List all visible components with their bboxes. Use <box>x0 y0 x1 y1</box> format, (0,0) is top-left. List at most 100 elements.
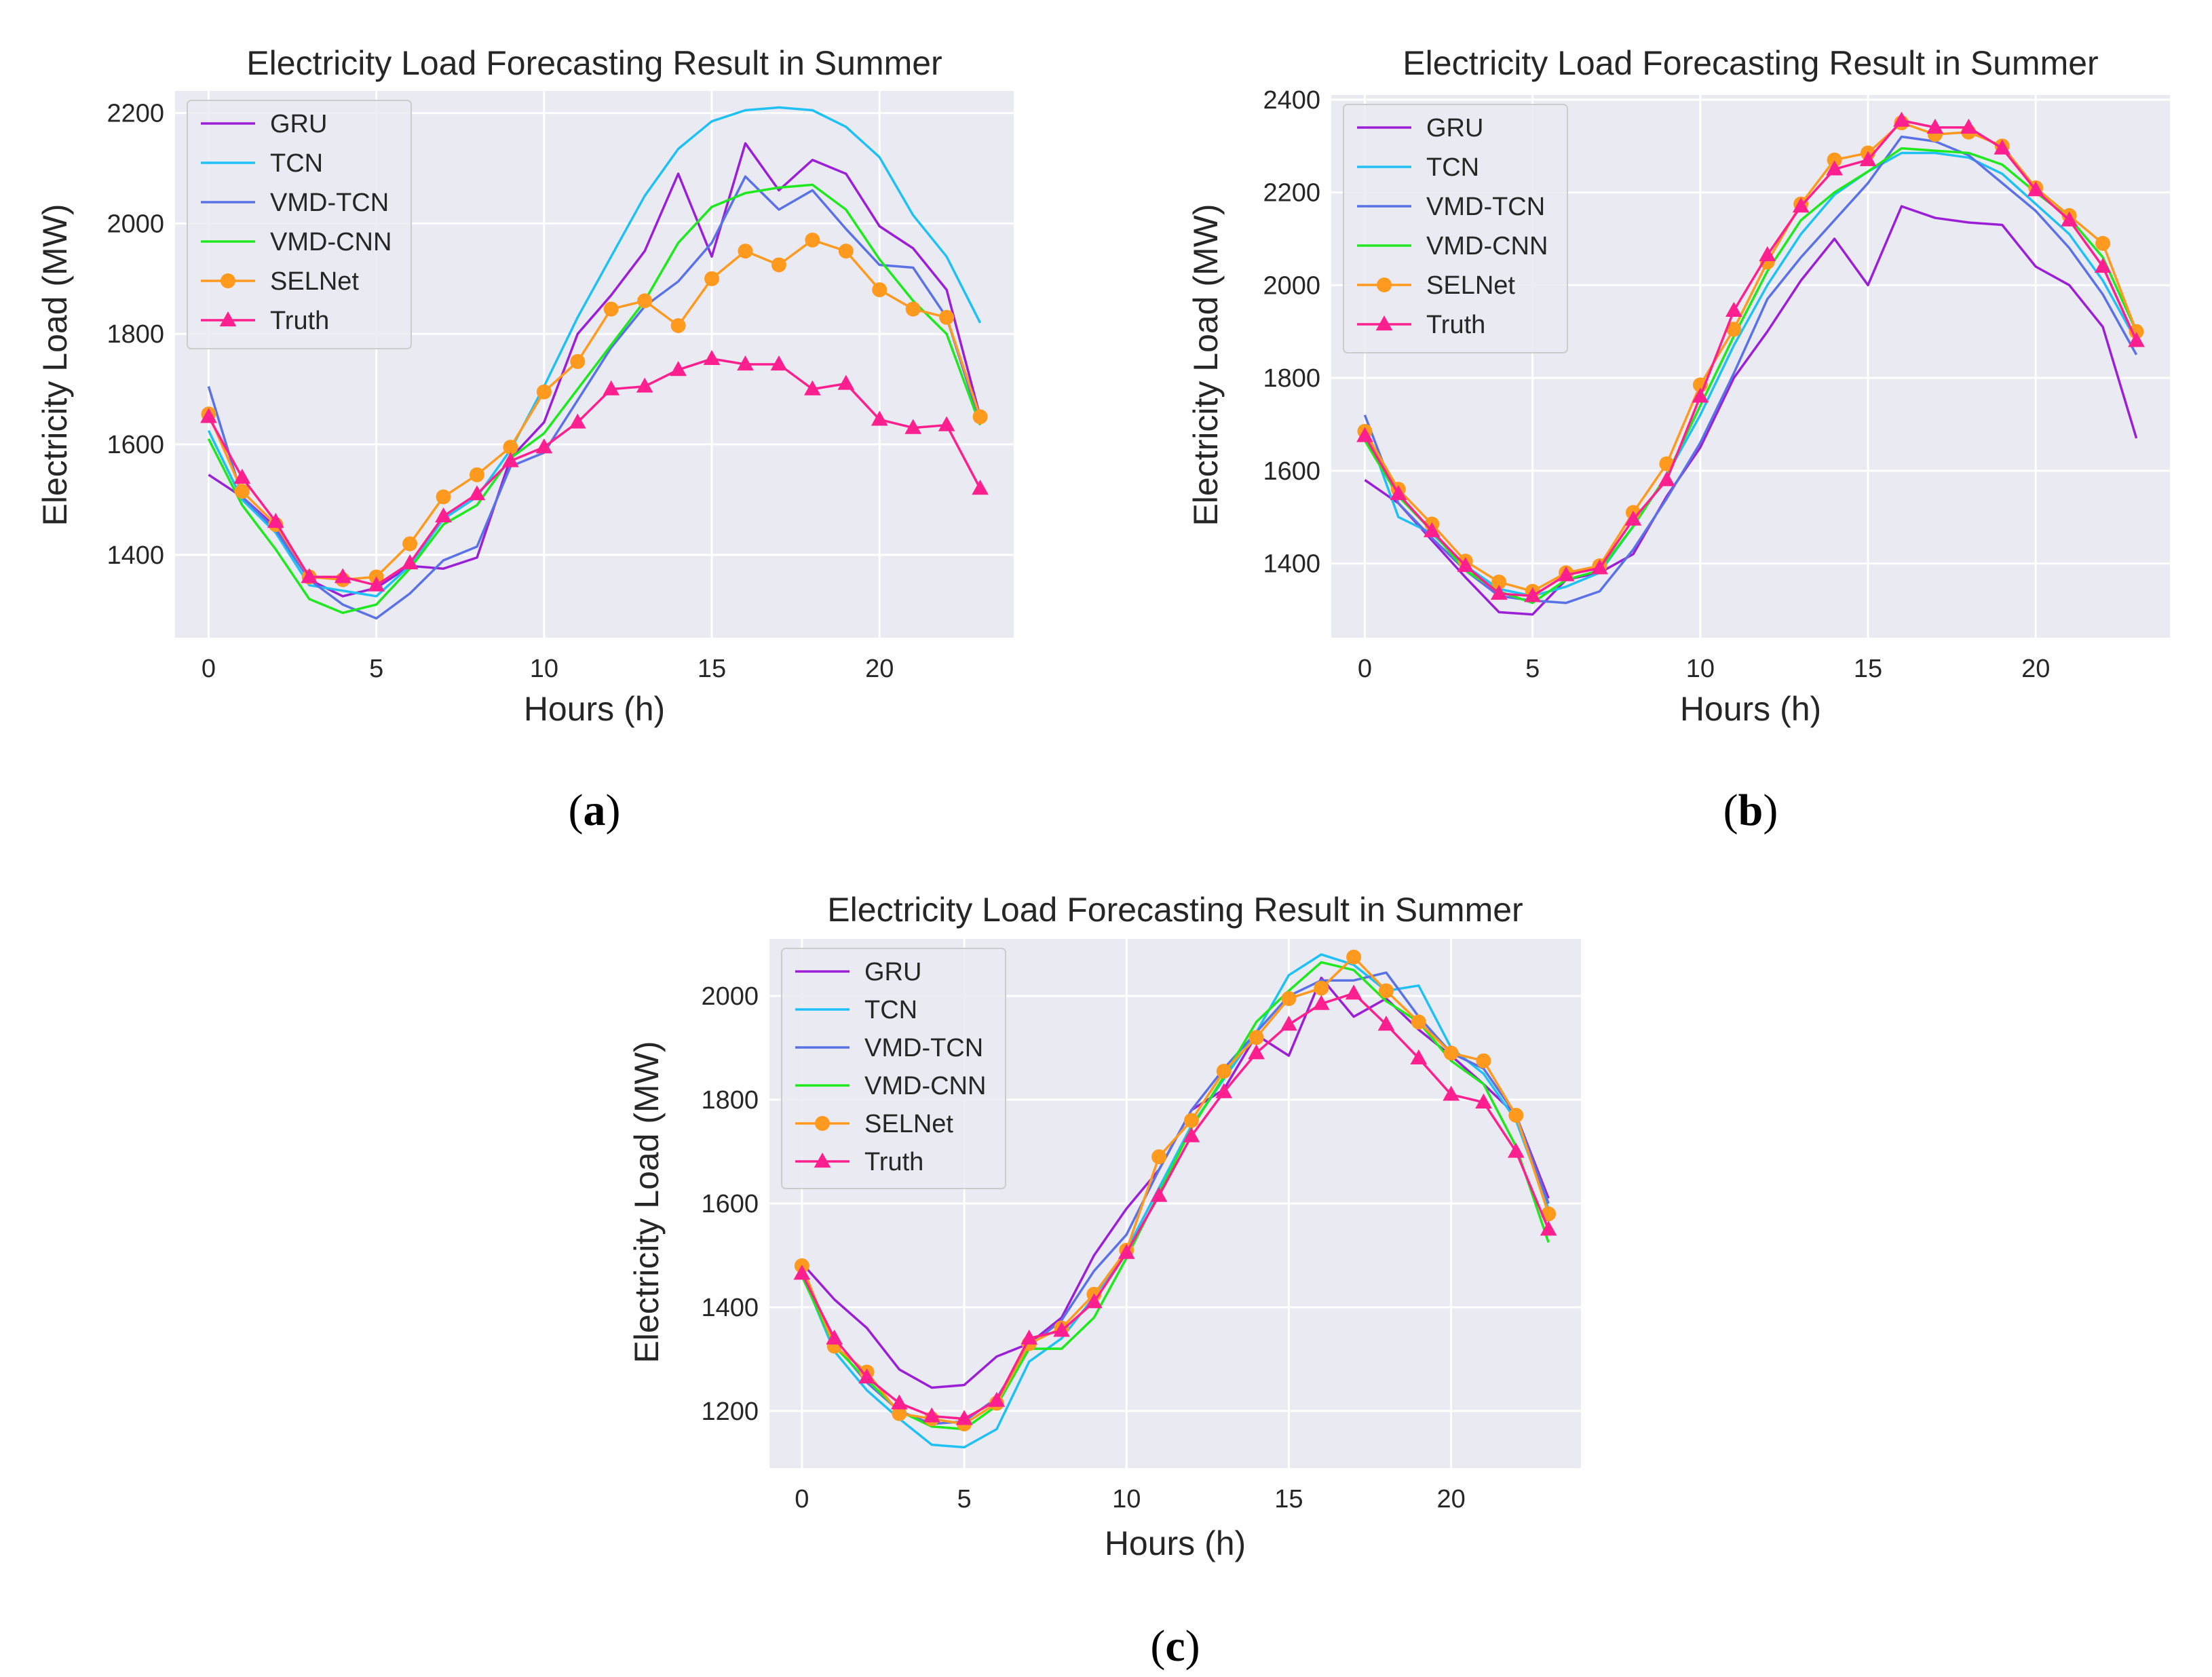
data-point-selnet <box>838 244 854 259</box>
data-point-truth <box>891 1394 908 1410</box>
panel-label: (a) <box>569 786 621 835</box>
data-point-truth <box>2027 181 2044 197</box>
data-point-truth <box>938 416 955 431</box>
series-line-gru <box>1364 205 2138 616</box>
y-tick-label: 1800 <box>107 320 164 349</box>
data-point-truth <box>1118 1244 1135 1259</box>
data-point-truth <box>670 361 687 377</box>
x-axis-label: Hours (h) <box>524 690 665 728</box>
data-point-truth <box>1557 566 1575 581</box>
data-point-truth <box>1540 1220 1557 1236</box>
legend-marker <box>815 1116 830 1131</box>
legend-label: SELNet <box>864 1110 953 1138</box>
data-point-truth <box>1624 510 1642 526</box>
data-point-truth <box>1994 139 2011 155</box>
data-point-truth <box>826 1329 843 1345</box>
data-point-truth <box>603 380 620 396</box>
data-point-truth <box>200 408 217 423</box>
data-point-truth <box>1926 118 1944 134</box>
legend-label: TCN <box>864 996 917 1024</box>
data-point-truth <box>858 1368 875 1384</box>
legend-label: VMD-TCN <box>1426 193 1545 221</box>
data-point-selnet <box>872 282 888 298</box>
data-point-truth <box>1215 1083 1233 1098</box>
legend-label: Truth <box>270 307 329 335</box>
data-point-truth <box>1377 1016 1395 1031</box>
data-point-selnet <box>1151 1149 1167 1165</box>
x-tick-label: 20 <box>2021 655 2050 683</box>
data-point-truth <box>2128 332 2145 347</box>
x-axis-label: Hours (h) <box>1105 1524 1246 1562</box>
series-line-vmd-tcn <box>207 175 982 620</box>
data-point-selnet <box>972 409 988 425</box>
data-point-selnet <box>570 353 586 369</box>
data-point-truth <box>988 1391 1006 1407</box>
data-point-selnet <box>1476 1053 1491 1068</box>
data-point-truth <box>1443 1085 1460 1101</box>
legend-label: SELNet <box>1426 271 1515 300</box>
data-point-truth <box>1280 1016 1297 1031</box>
data-point-truth <box>502 452 519 467</box>
y-tick-label: 2200 <box>1263 179 1320 208</box>
panel-label: (b) <box>1723 786 1778 835</box>
panel-label: (c) <box>1150 1621 1200 1671</box>
data-point-selnet <box>469 467 484 482</box>
data-point-selnet <box>2095 235 2111 251</box>
data-point-selnet <box>1443 1045 1459 1061</box>
data-point-truth <box>1345 984 1362 1000</box>
data-point-selnet <box>536 384 552 400</box>
data-point-truth <box>1591 559 1608 575</box>
data-point-truth <box>1490 585 1508 600</box>
data-point-truth <box>1893 111 1910 127</box>
chart-panel-c: 0 5 10 15 20 1200 1400 1600 1800 2000 GRU TCN VMD-TC… <box>628 891 1581 1671</box>
legend-label: Truth <box>864 1148 923 1176</box>
data-point-selnet <box>1346 949 1362 965</box>
x-tick-label: 15 <box>698 655 726 683</box>
data-point-truth <box>1725 301 1742 317</box>
data-point-selnet <box>637 293 653 309</box>
data-point-truth <box>535 438 553 454</box>
legend-label: VMD-TCN <box>270 189 389 217</box>
series-line-gru <box>208 142 982 598</box>
series-line-vmd-tcn <box>1363 135 2138 604</box>
data-point-selnet <box>1411 1014 1426 1030</box>
data-point-truth <box>468 485 486 501</box>
data-point-selnet <box>1827 152 1842 168</box>
data-point-truth <box>1524 587 1541 602</box>
data-point-truth <box>636 377 653 393</box>
data-point-truth <box>1423 522 1441 537</box>
chart-panel-b: 0 5 10 15 20 1400 1600 1800 2000 2200 2400 GRU TCN VM… <box>1187 44 2170 835</box>
legend-label: GRU <box>1426 114 1483 142</box>
data-point-truth <box>1390 485 1407 501</box>
data-point-selnet <box>939 309 955 325</box>
data-point-truth <box>1475 1093 1492 1109</box>
chart-panel-a: 0 5 10 15 20 1400 1600 1800 2000 2200 GRU TCN VMD-TC… <box>36 44 1014 835</box>
data-point-truth <box>2094 257 2112 273</box>
x-axis-label: Hours (h) <box>1680 690 1821 728</box>
data-point-selnet <box>805 232 820 248</box>
x-tick-label: 10 <box>1112 1485 1141 1514</box>
x-tick-label: 10 <box>530 655 558 683</box>
data-point-selnet <box>1216 1064 1232 1079</box>
panel-letter: a <box>584 786 606 835</box>
data-point-truth <box>1658 471 1675 486</box>
data-point-selnet <box>670 318 686 334</box>
legend-label: TCN <box>1426 153 1479 182</box>
data-point-truth <box>1410 1049 1428 1064</box>
x-tick-label: 0 <box>202 655 216 683</box>
data-point-truth <box>837 374 855 390</box>
data-point-truth <box>1312 995 1330 1010</box>
data-point-truth <box>770 355 788 371</box>
data-point-truth <box>955 1410 973 1425</box>
y-tick-label: 2000 <box>701 982 759 1011</box>
y-tick-label: 1600 <box>1263 457 1320 486</box>
panel-letter: c <box>1165 1621 1185 1671</box>
x-tick-label: 5 <box>957 1485 971 1514</box>
data-point-truth <box>871 410 888 426</box>
legend-marker <box>221 273 235 288</box>
y-tick-label: 1800 <box>1263 364 1320 393</box>
series-line-tcn <box>207 106 982 598</box>
data-point-truth <box>1692 387 1709 403</box>
data-point-selnet <box>1314 980 1329 996</box>
y-axis-label: Electricity Load (MW) <box>36 204 74 526</box>
